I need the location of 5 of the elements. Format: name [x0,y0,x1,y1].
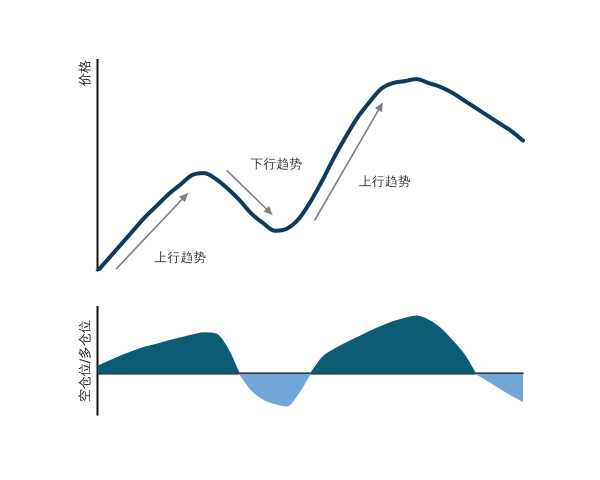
annotation: 上行趋势 [358,174,411,189]
annotation: 上行趋势 [154,249,207,264]
y-axis-title: 价格 [78,60,94,87]
y-axis-title: 空仓位/多仓位 [78,320,94,402]
annotation: 下行趋势 [250,156,303,172]
